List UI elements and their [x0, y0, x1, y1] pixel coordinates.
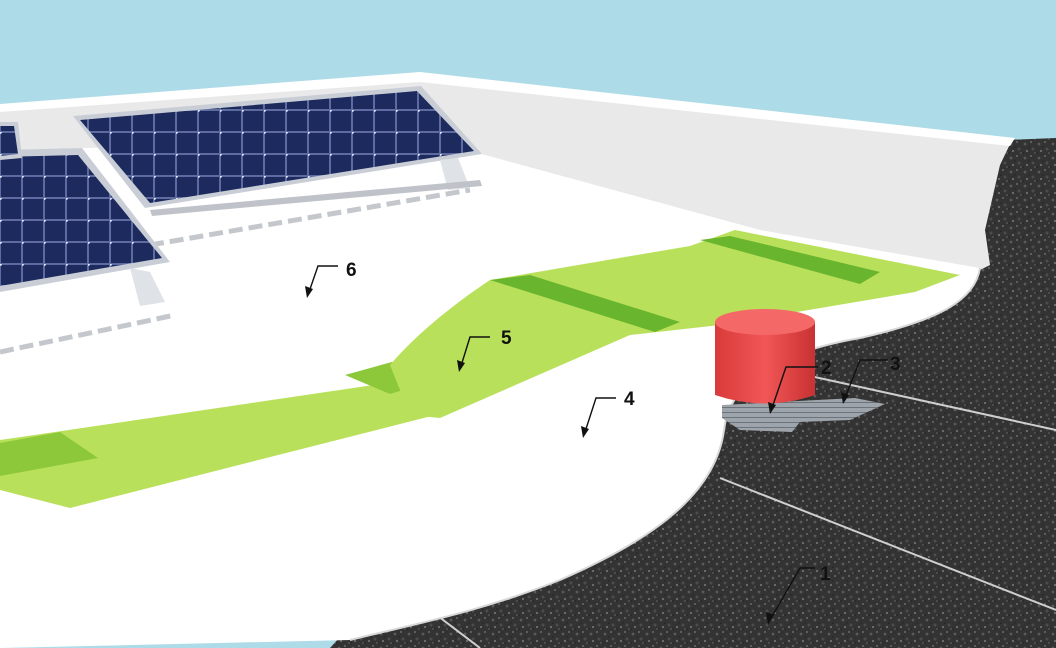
- membrane-dashed-edge: [149, 187, 471, 248]
- arrowhead-icon: [768, 402, 776, 414]
- callout-label-4: 4: [624, 389, 635, 410]
- membrane-edge: [349, 267, 981, 641]
- callout-arrow: [844, 359, 888, 399]
- gravel-seam: [719, 477, 1056, 611]
- solar-panel-rail: [150, 180, 482, 216]
- drain-grate: [722, 398, 885, 432]
- callout-arrow: [584, 397, 616, 433]
- callout-6: 6: [305, 260, 357, 298]
- walkway-seam-dark: [0, 432, 98, 476]
- membrane-dashed-edge: [0, 312, 176, 355]
- callout-2: 2: [768, 358, 832, 414]
- solar-panel-array: [0, 122, 170, 306]
- arrowhead-icon: [841, 392, 849, 404]
- callout-label-3: 3: [890, 354, 901, 375]
- callout-arrow: [460, 336, 490, 367]
- callout-arrow: [308, 265, 338, 293]
- callout-4: 4: [581, 389, 635, 438]
- callout-arrow: [771, 366, 818, 409]
- roof-drain: [715, 309, 815, 404]
- arrowhead-icon: [305, 286, 313, 298]
- callout-label-5: 5: [501, 328, 512, 349]
- solar-panel-cells: [0, 155, 162, 286]
- parapet-top: [0, 72, 1015, 146]
- solar-panel-cells: [80, 91, 474, 203]
- arrowhead-icon: [457, 360, 465, 372]
- solar-panel-cells: [0, 126, 18, 156]
- callout-label-6: 6: [346, 260, 357, 281]
- walkway-seam-dark: [700, 236, 880, 284]
- callout-3: 3: [841, 354, 901, 404]
- roof-drain-body: [715, 322, 815, 404]
- solar-panel-array: [73, 86, 482, 216]
- walkway-seam-dark: [490, 275, 680, 332]
- arrowhead-icon: [766, 612, 774, 625]
- callout-5: 5: [457, 328, 512, 372]
- callout-arrow: [769, 567, 815, 621]
- solar-panel-stand: [130, 268, 165, 306]
- callout-label-2: 2: [821, 358, 832, 379]
- walkway-pad-left: [0, 376, 455, 508]
- callout-1: 1: [766, 564, 831, 625]
- roof-drain-top: [715, 309, 815, 335]
- callout-label-1: 1: [820, 564, 831, 585]
- arrowhead-icon: [581, 426, 589, 438]
